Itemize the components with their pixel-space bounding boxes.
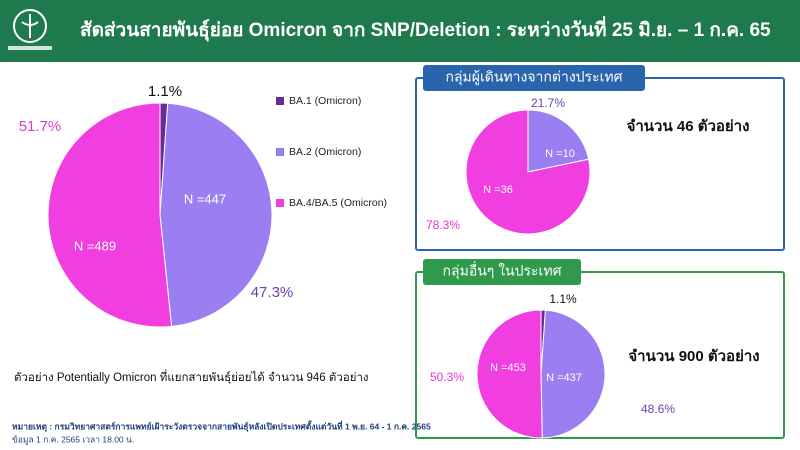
remark: หมายเหตุ : กรมวิทยาศาสตร์การแพทย์เฝ้าระว…: [12, 419, 431, 432]
pie-slice: [540, 309, 606, 439]
logo-caption: [8, 46, 52, 50]
panel-title: กลุ่มผู้เดินทางจากต่างประเทศ: [445, 69, 622, 86]
pie-slice: [465, 109, 591, 235]
panel-tab: [423, 259, 581, 285]
legend-label: BA.2 (Omicron): [289, 146, 361, 158]
percent-label: 47.3%: [251, 284, 294, 301]
legend-label: BA.4/BA.5 (Omicron): [289, 197, 387, 209]
panel-border: [415, 271, 785, 439]
pie-slice: [527, 109, 590, 173]
legend-swatch: [276, 97, 284, 105]
percent-label: 1.1%: [549, 292, 577, 306]
annotation: จำนวน 46 ตัวอย่าง: [627, 118, 750, 135]
percent-label: 50.3%: [430, 370, 464, 384]
logo-ring: [13, 9, 47, 43]
legend-label: BA.1 (Omicron): [289, 95, 361, 107]
header-bar: [0, 0, 800, 62]
n-label: N =447: [184, 191, 226, 206]
pie-slice: [476, 309, 543, 439]
legend-swatch: [276, 148, 284, 156]
n-label: N =10: [545, 148, 575, 160]
n-label: N =36: [483, 184, 513, 196]
legend-swatch: [276, 199, 284, 207]
page-title: สัดส่วนสายพันธุ์ย่อย Omicron จาก SNP/Del…: [80, 16, 771, 42]
logo-symbol: [21, 14, 39, 38]
pie-slice: [159, 102, 273, 327]
panel-title: กลุ่มอื่นๆ ในประเทศ: [443, 262, 562, 280]
percent-label: 21.7%: [531, 96, 565, 110]
panel-tab: [423, 65, 645, 91]
n-label: N =453: [490, 362, 526, 374]
pie-slice: [47, 102, 173, 328]
annotation: จำนวน 900 ตัวอย่าง: [628, 348, 759, 365]
percent-label: 48.6%: [641, 402, 675, 416]
percent-label: 51.7%: [19, 118, 62, 135]
percent-label: 1.1%: [148, 83, 182, 100]
n-label: N =437: [546, 372, 582, 384]
percent-label: 78.3%: [426, 218, 460, 232]
n-label: N =489: [74, 238, 116, 253]
data-date: ข้อมูล 1 ก.ค. 2565 เวลา 18.00 น.: [12, 434, 134, 445]
logo: [8, 9, 52, 50]
annotation: ตัวอย่าง Potentially Omicron ที่แยกสายพั…: [14, 369, 369, 384]
